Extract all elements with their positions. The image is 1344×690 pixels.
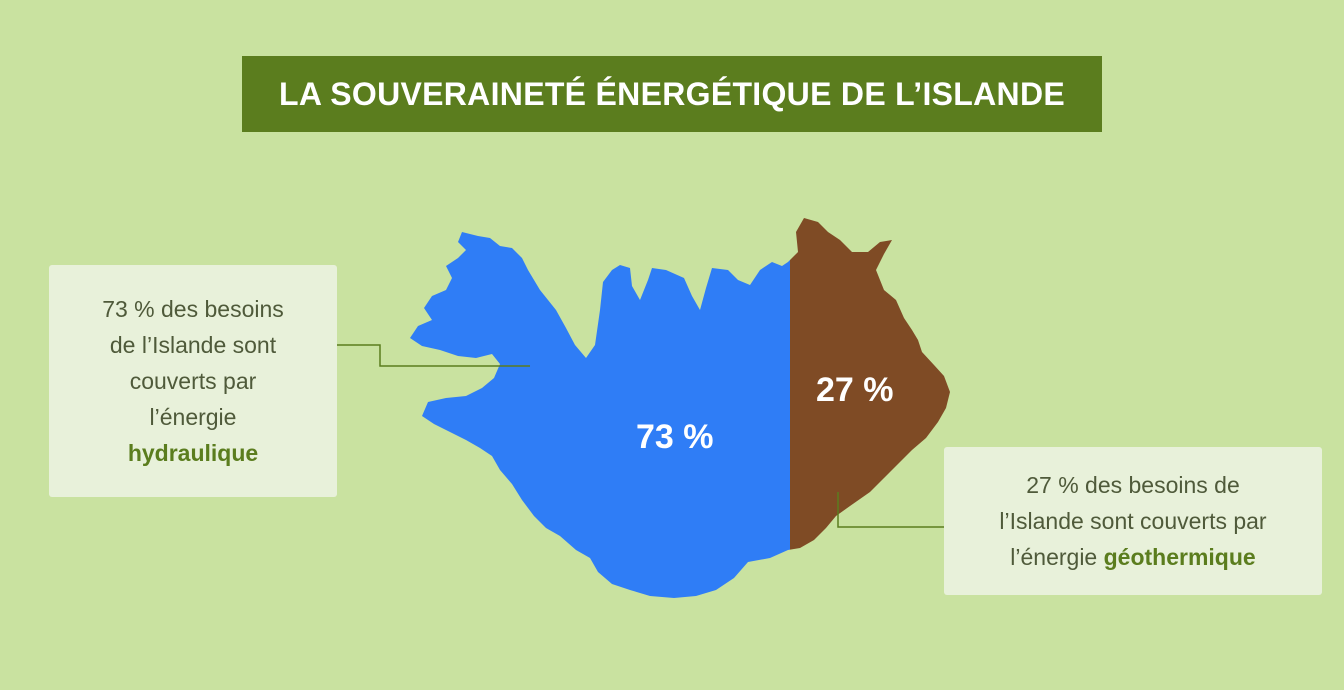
geothermal-callout: 27 % des besoins de l’Islande sont couve… bbox=[944, 447, 1322, 595]
hydro-percentage-label: 73 % bbox=[636, 418, 714, 456]
hydro-region bbox=[410, 218, 790, 598]
page-title: LA SOUVERAINETÉ ÉNERGÉTIQUE DE L’ISLANDE bbox=[278, 75, 1065, 112]
geothermal-callout-line: l’énergie bbox=[1010, 544, 1104, 570]
geothermal-callout-line: 27 % des besoins de bbox=[1026, 472, 1240, 498]
hydro-callout: 73 % des besoins de l’Islande sont couve… bbox=[49, 265, 337, 497]
hydro-callout-emphasis: hydraulique bbox=[127, 440, 259, 466]
hydro-callout-line: couverts par bbox=[129, 368, 257, 394]
geothermal-region bbox=[790, 218, 950, 598]
callout-connector-left bbox=[337, 344, 530, 367]
hydro-callout-line: l’énergie bbox=[149, 404, 237, 430]
geothermal-callout-emphasis: géothermique bbox=[1103, 544, 1256, 570]
geothermal-callout-line: l’Islande sont couverts par bbox=[999, 508, 1267, 534]
callout-connector-right bbox=[837, 492, 944, 528]
title-banner: LA SOUVERAINETÉ ÉNERGÉTIQUE DE L’ISLANDE bbox=[242, 56, 1102, 132]
hydro-callout-line: 73 % des besoins bbox=[102, 296, 284, 322]
hydro-callout-line: de l’Islande sont bbox=[109, 332, 277, 358]
geothermal-percentage-label: 27 % bbox=[816, 371, 894, 409]
